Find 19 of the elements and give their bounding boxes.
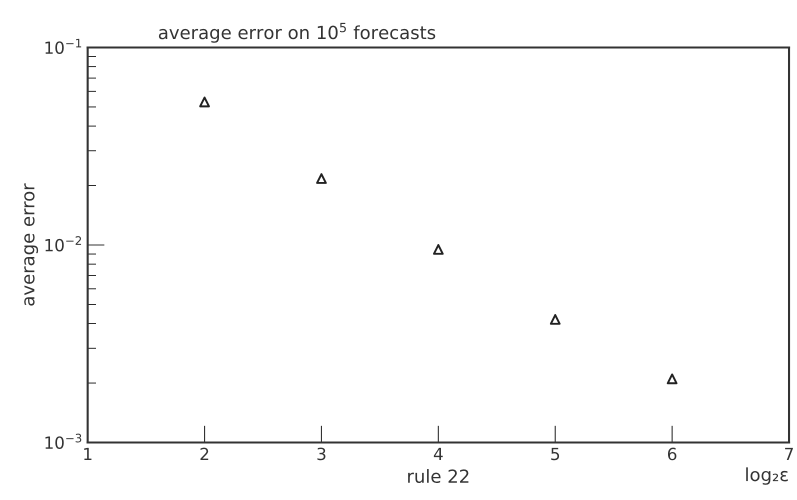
text: log₂ε <box>746 467 788 485</box>
point <box>432 244 444 255</box>
point <box>199 96 210 108</box>
x-tick-label: 1 <box>84 448 92 460</box>
point <box>666 373 678 384</box>
x-tick-label: 2 <box>200 448 208 460</box>
x-tick-label: 6 <box>668 448 676 460</box>
point <box>316 173 327 184</box>
x-tick-label: 7 <box>785 448 793 460</box>
y-tick-label: 10$^{−3}$ <box>45 434 82 449</box>
x-tick-label: 5 <box>551 448 560 460</box>
y-axis-title: average error <box>24 183 38 306</box>
chart-title: average error on 10$^{5}$ forecasts <box>158 22 436 43</box>
y-tick-label: 10$^{−1}$ <box>45 38 82 54</box>
point <box>550 314 561 325</box>
x-tick-label: 4 <box>434 448 443 460</box>
y-tick-label: 10$^{−2}$ <box>45 236 82 252</box>
x-tick-label: 3 <box>317 448 326 460</box>
x-axis-title: rule 22 <box>408 469 468 484</box>
